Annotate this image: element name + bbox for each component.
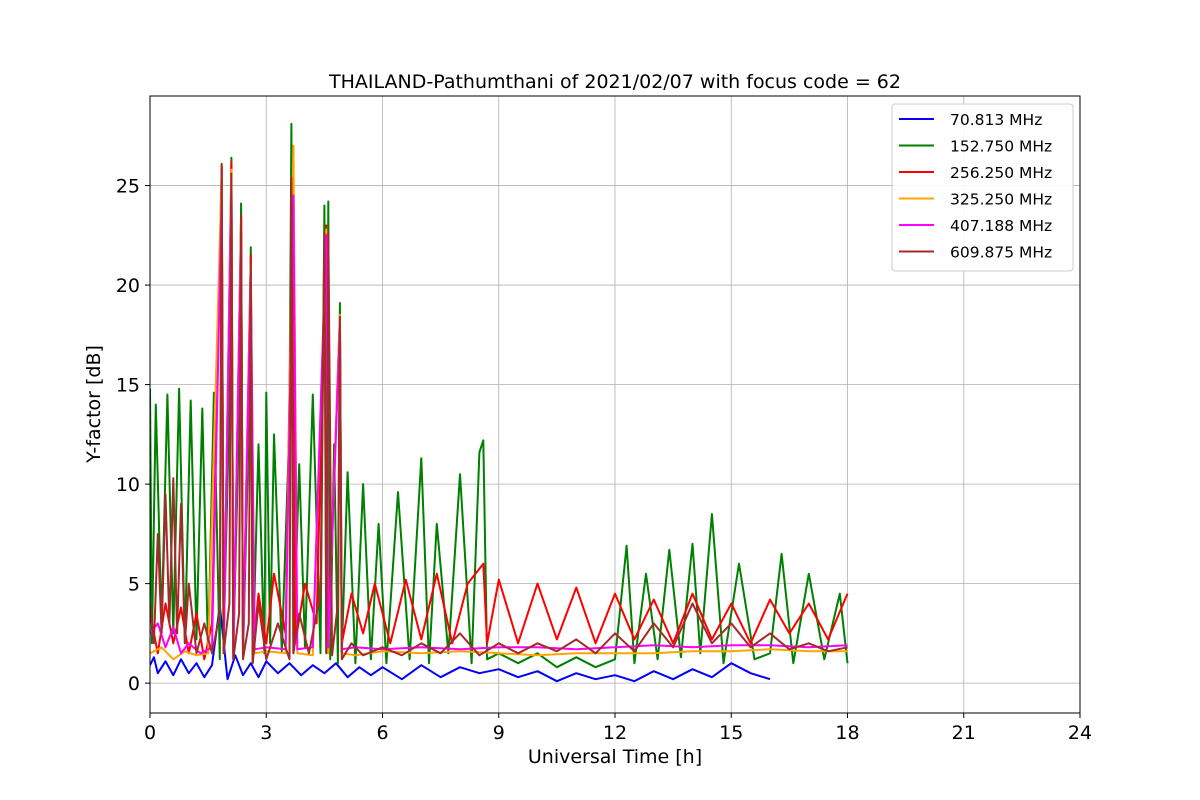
- x-tick-label: 21: [952, 722, 976, 744]
- y-tick-label: 5: [128, 574, 140, 596]
- y-tick-label: 25: [116, 176, 140, 198]
- x-axis: 0 3 6 9 12 15 18 21 24: [144, 713, 1092, 744]
- y-tick-label: 15: [116, 375, 140, 397]
- x-tick-label: 3: [260, 722, 272, 744]
- x-tick-label: 9: [493, 722, 505, 744]
- x-tick-label: 15: [719, 722, 743, 744]
- y-tick-label: 0: [128, 673, 140, 695]
- x-tick-label: 0: [144, 722, 156, 744]
- series-line-1: [150, 604, 771, 683]
- legend-label: 152.750 MHz: [950, 138, 1052, 156]
- x-axis-label: Universal Time [h]: [528, 746, 702, 768]
- y-axis: 0 5 10 15 20 25: [116, 176, 150, 695]
- series-layer: [150, 122, 849, 683]
- legend-label: 609.875 MHz: [950, 244, 1052, 262]
- legend: 70.813 MHz 152.750 MHz 256.250 MHz 325.250 …: [891, 103, 1074, 272]
- legend-box: [891, 103, 1074, 272]
- y-tick-label: 20: [116, 275, 140, 297]
- x-tick-label: 12: [603, 722, 627, 744]
- chart-title: THAILAND-Pathumthani of 2021/02/07 with …: [328, 71, 901, 93]
- x-tick-label: 18: [835, 722, 859, 744]
- legend-label: 325.250 MHz: [950, 191, 1052, 209]
- legend-label: 70.813 MHz: [950, 111, 1042, 129]
- y-axis-label: Y-factor [dB]: [83, 345, 105, 464]
- x-tick-label: 24: [1068, 722, 1092, 744]
- legend-label: 256.250 MHz: [950, 164, 1052, 182]
- x-tick-label: 6: [376, 722, 388, 744]
- series-line-6: [150, 168, 848, 665]
- legend-label: 407.188 MHz: [950, 217, 1052, 235]
- y-tick-label: 10: [116, 474, 140, 496]
